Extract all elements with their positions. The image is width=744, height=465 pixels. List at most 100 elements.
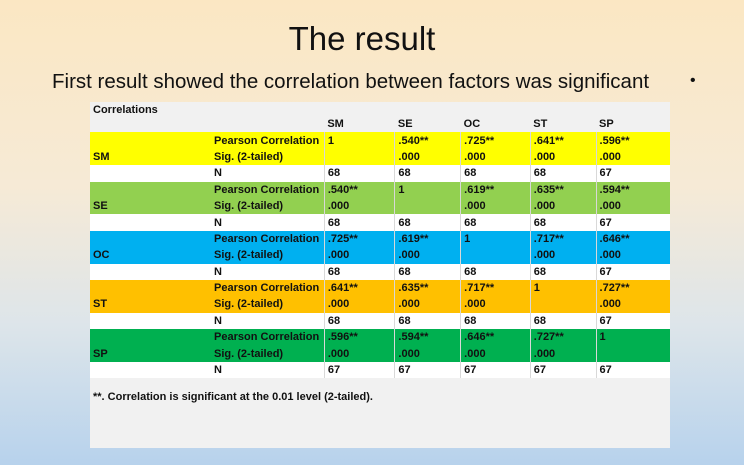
table-cell: 68 (323, 165, 395, 182)
column-header: SM (327, 118, 344, 131)
table-row: N 68 68 68 68 67 (90, 312, 670, 330)
table-cell: .000 (460, 296, 531, 313)
table-cell: 67 (529, 361, 597, 379)
table-cell: .000 (394, 296, 461, 313)
table-cell: .727** (529, 329, 597, 346)
header-blank-cell (211, 116, 324, 132)
table-cell: .000 (595, 247, 670, 264)
table-cell: .000 (460, 345, 531, 362)
row-group-label (90, 230, 212, 248)
table-cell (595, 345, 670, 362)
table-cell: 67 (460, 361, 531, 379)
table-row: Pearson Correlation .540** 1.619** .635** .5… (90, 181, 670, 198)
slide-subtitle: First result showed the correlation betw… (52, 70, 650, 93)
statistic-label: Sig. (2-tailed) (211, 197, 325, 215)
table-row: SE Sig. (2-tailed) .000.000.000.000 (90, 197, 670, 215)
table-cell: .000 (595, 197, 670, 215)
table-cell: .725** (323, 230, 395, 248)
table-cell: 68 (323, 263, 395, 280)
table-cell: 68 (529, 165, 597, 182)
row-group-label: OC (90, 247, 212, 264)
table-cell (394, 197, 461, 215)
table-cell: .727** (595, 279, 670, 297)
table-cell: .000 (460, 197, 531, 215)
table-cell: .619** (394, 230, 461, 248)
table-cell: .641** (323, 279, 395, 297)
table-cell: 68 (394, 165, 461, 182)
table-cell: 67 (595, 165, 670, 182)
bullet-marker: • (690, 72, 696, 89)
statistic-label: N (211, 214, 325, 231)
row-group-label: SE (90, 197, 212, 215)
statistic-label: Sig. (2-tailed) (211, 345, 325, 362)
table-cell: 1 (529, 279, 597, 297)
table-row: Pearson Correlation .725** .619** 1.717** .6… (90, 230, 670, 248)
table-cell: .000 (529, 247, 597, 264)
table-cell: 68 (460, 165, 531, 182)
table-cell: .000 (595, 148, 670, 166)
statistic-label: N (211, 312, 325, 330)
table-cell: .000 (460, 148, 531, 166)
table-cell: 67 (323, 361, 395, 379)
table-cell: .596** (595, 132, 670, 149)
table-cell: .000 (323, 247, 395, 264)
row-group-label (90, 132, 212, 149)
table-cell: 67 (595, 312, 670, 330)
table-cell: .000 (323, 197, 395, 215)
table-cell: 68 (323, 214, 395, 231)
row-group-label (90, 165, 212, 182)
row-group-label: SM (90, 148, 212, 166)
table-cell: .000 (394, 345, 461, 362)
table-cell: 1 (460, 230, 531, 248)
table-cell: 68 (529, 214, 597, 231)
statistic-label: Pearson Correlation (211, 132, 325, 149)
column-header: ST (533, 118, 548, 131)
table-cell: 68 (394, 312, 461, 330)
row-group-label (90, 312, 212, 330)
table-cell: .000 (323, 345, 395, 362)
table-cell: .635** (529, 181, 597, 198)
table-cell (529, 296, 597, 313)
table-cell: .540** (323, 181, 395, 198)
table-cell: 67 (595, 214, 670, 231)
row-group-label (90, 181, 212, 198)
row-group-label: SP (90, 345, 212, 362)
table-cell: 1 (595, 329, 670, 346)
table-cell (460, 247, 531, 264)
table-row: ST Sig. (2-tailed) .000.000.000.000 (90, 296, 670, 313)
table-cell: 68 (460, 263, 531, 280)
table-cell: .646** (595, 230, 670, 248)
table-cell (323, 148, 395, 166)
table-cell: .641** (529, 132, 597, 149)
row-group-label (90, 329, 212, 346)
table-cell: 67 (595, 263, 670, 280)
row-group-label (90, 279, 212, 297)
row-group-label (90, 263, 212, 280)
table-row: SP Sig. (2-tailed) .000.000.000.000 (90, 345, 670, 362)
statistic-label: N (211, 165, 325, 182)
table-row: OC Sig. (2-tailed) .000.000.000.000 (90, 247, 670, 264)
table-cell: .000 (529, 148, 597, 166)
table-cell: 68 (529, 312, 597, 330)
table-cell: .619** (460, 181, 531, 198)
statistic-label: N (211, 263, 325, 280)
table-cell: .717** (529, 230, 597, 248)
table-row: N 67 67 67 67 67 (90, 361, 670, 379)
column-header: OC (463, 118, 481, 131)
table-cell: 68 (460, 214, 531, 231)
statistic-label: Sig. (2-tailed) (211, 247, 325, 264)
table-cell: .594** (394, 329, 461, 346)
statistic-label: N (211, 361, 325, 379)
statistic-label: Pearson Correlation (211, 329, 325, 346)
table-cell: 68 (323, 312, 395, 330)
table-row: Pearson Correlation .596** .594** .646** .72… (90, 329, 670, 346)
table-cell: .540** (394, 132, 461, 149)
statistic-label: Sig. (2-tailed) (211, 296, 325, 313)
table-cell: .000 (394, 247, 461, 264)
table-cell: .596** (323, 329, 395, 346)
statistic-label: Pearson Correlation (211, 230, 325, 248)
table-row: N 68 68 68 68 67 (90, 263, 670, 280)
table-cell: .646** (460, 329, 531, 346)
table-cell: .000 (595, 296, 670, 313)
correlation-table-panel: Correlations SM SE OC ST SP Pearson Correlati… (90, 102, 670, 448)
